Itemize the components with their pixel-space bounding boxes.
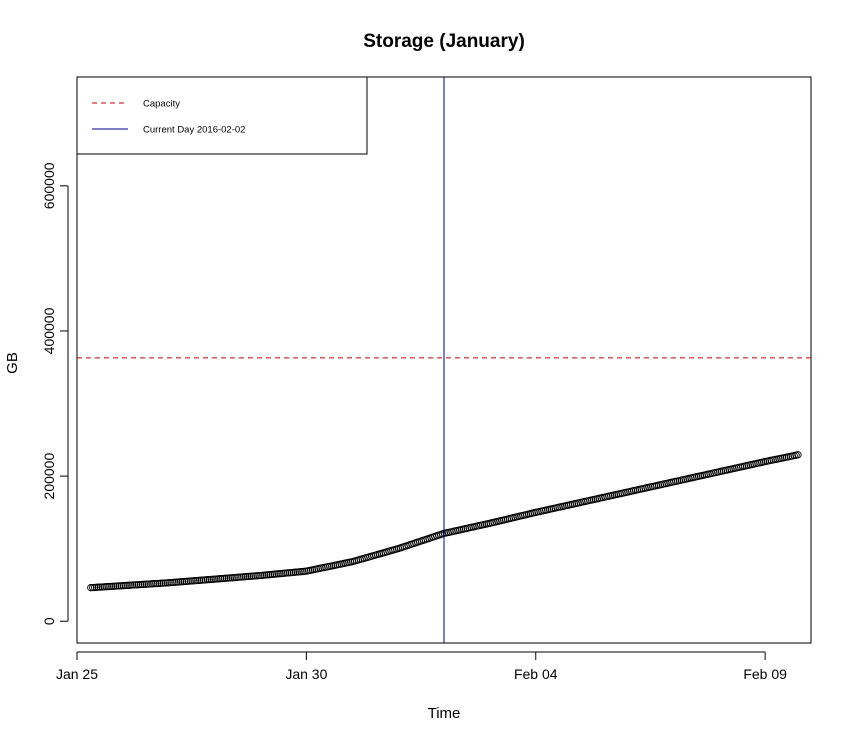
data-point xyxy=(251,572,259,580)
data-point xyxy=(134,581,143,589)
data-point xyxy=(117,582,125,590)
data-point xyxy=(283,569,292,577)
data-point xyxy=(150,580,158,588)
x-axis: Jan 25 Jan 30 Feb 04 Feb 09 xyxy=(56,651,787,682)
y-tick-label: 400000 xyxy=(41,307,57,354)
y-tick-label: 200000 xyxy=(41,453,57,500)
legend-label: Capacity xyxy=(143,99,180,110)
data-point xyxy=(794,451,802,459)
y-axis: 0 200000 400000 600000 xyxy=(41,162,69,625)
x-tick-label: Jan 30 xyxy=(285,666,327,682)
x-tick-label: Jan 25 xyxy=(56,666,98,682)
y-tick-label: 0 xyxy=(41,617,57,625)
chart-title: Storage (January) xyxy=(363,31,525,52)
y-tick-label: 600000 xyxy=(41,162,57,209)
x-tick-label: Feb 09 xyxy=(743,666,787,682)
legend-box xyxy=(76,76,368,155)
x-axis-label: Time xyxy=(428,705,461,722)
y-axis-label: GB xyxy=(4,352,21,374)
legend-label: Current Day 2016-02-02 xyxy=(143,125,245,136)
x-tick-label: Feb 04 xyxy=(514,666,558,682)
legend: Capacity Current Day 2016-02-02 xyxy=(76,76,368,155)
data-point xyxy=(184,577,192,585)
data-points xyxy=(87,451,802,592)
